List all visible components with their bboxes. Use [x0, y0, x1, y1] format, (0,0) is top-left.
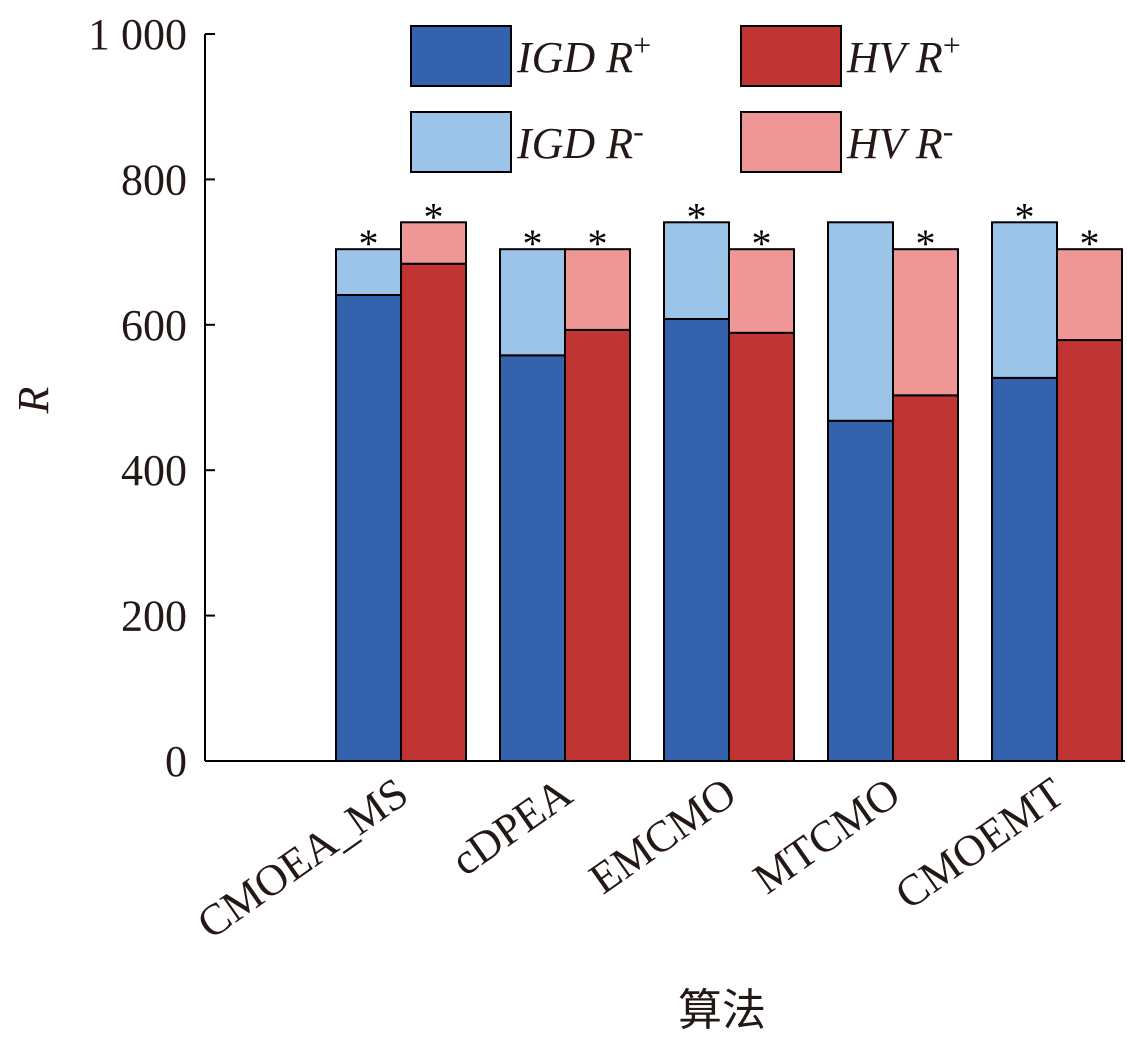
legend-swatch: [410, 111, 512, 173]
bar-igd-minus: [335, 248, 402, 296]
significance-marker: *: [752, 221, 772, 266]
bar-igd-plus: [499, 354, 566, 762]
significance-marker: *: [1015, 194, 1035, 239]
bar-hv-minus: [892, 248, 959, 397]
y-tick-label: 600: [121, 301, 187, 350]
bar-igd-plus: [827, 419, 894, 762]
bar-hv-plus: [728, 331, 795, 762]
x-tick-label: MTCMO: [744, 768, 908, 903]
x-tick-label: cDPEA: [443, 768, 581, 885]
bar-hv-minus: [564, 248, 631, 331]
x-axis-label: 算法: [678, 986, 766, 1035]
bar-igd-plus: [991, 376, 1058, 762]
legend-label: HV R+: [846, 27, 961, 82]
legend-swatch: [740, 25, 842, 87]
x-tick-label: CMOEMT: [886, 768, 1072, 919]
significance-marker: *: [687, 194, 707, 239]
y-tick-label: 400: [121, 446, 187, 495]
y-tick-label: 200: [121, 592, 187, 641]
bar-hv-plus: [564, 328, 631, 762]
y-tick-label: 0: [165, 737, 187, 786]
legend-swatch: [410, 25, 512, 87]
bar-hv-plus: [400, 262, 467, 762]
x-tick-label: EMCMO: [580, 768, 744, 903]
x-tick-label: CMOEA_MS: [188, 768, 416, 948]
bar-hv-minus: [400, 221, 467, 265]
significance-marker: *: [359, 221, 379, 266]
bar-hv-minus: [1056, 248, 1123, 342]
bar-hv-plus: [1056, 339, 1123, 762]
bar-igd-minus: [991, 221, 1058, 379]
significance-marker: *: [916, 221, 936, 266]
significance-marker: *: [523, 221, 543, 266]
bar-hv-plus: [892, 394, 959, 762]
bar-igd-plus: [663, 317, 730, 762]
legend-label: IGD R+: [516, 27, 651, 82]
significance-marker: *: [1080, 221, 1100, 266]
y-tick-label: 800: [121, 155, 187, 204]
y-tick-label: 1 000: [88, 10, 187, 59]
bar-igd-minus: [827, 221, 894, 422]
significance-marker: *: [424, 194, 444, 239]
significance-marker: *: [588, 221, 608, 266]
legend-label: IGD R-: [516, 113, 644, 168]
legend-label: HV R-: [846, 113, 953, 168]
bar-hv-minus: [728, 248, 795, 334]
bar-igd-plus: [335, 293, 402, 762]
legend-swatch: [740, 111, 842, 173]
y-axis-label: R: [9, 386, 58, 414]
